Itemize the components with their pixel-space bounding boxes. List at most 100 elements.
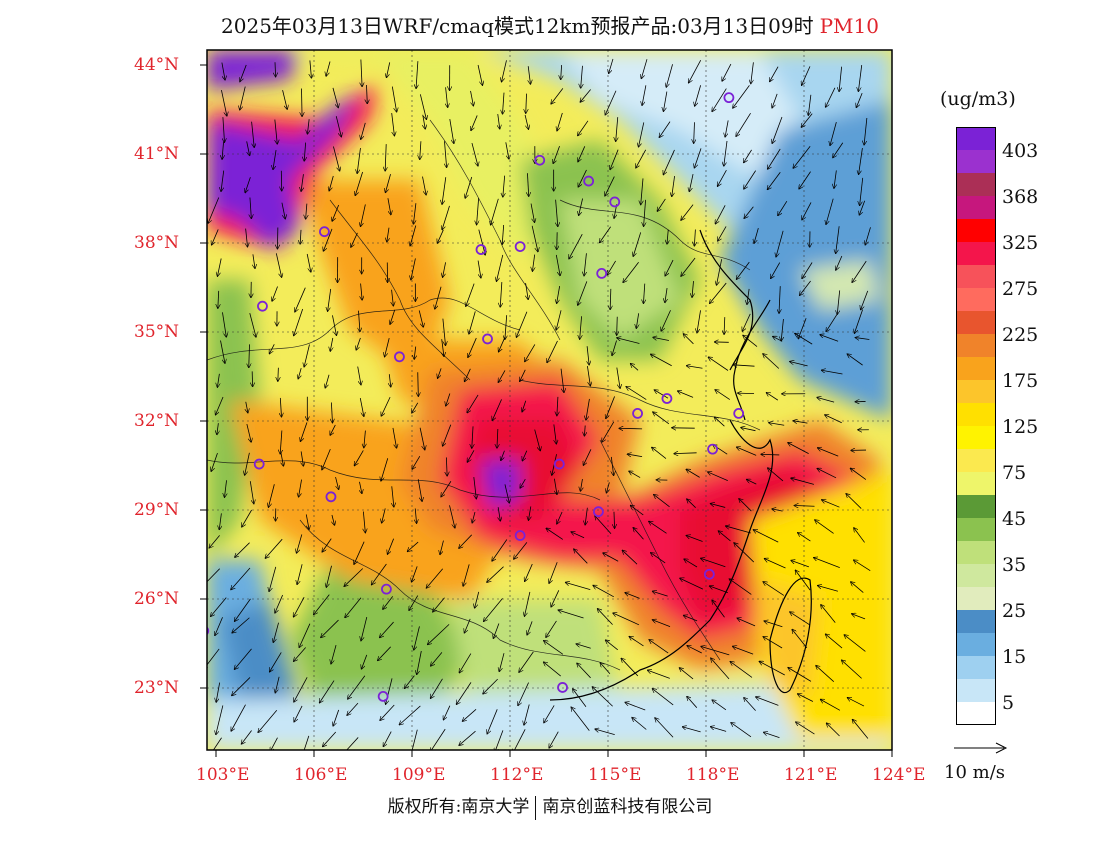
colorbar-swatch xyxy=(956,656,996,679)
wind-arrow xyxy=(659,121,671,138)
wind-arrow xyxy=(520,479,526,488)
wind-arrow xyxy=(412,402,419,413)
wind-arrow xyxy=(361,204,366,226)
station-marker xyxy=(723,92,735,104)
wind-arrow xyxy=(733,85,750,107)
wind-arrow xyxy=(744,206,754,218)
wind-arrow xyxy=(836,255,843,270)
wind-arrow xyxy=(788,668,812,682)
wind-arrow xyxy=(412,566,418,581)
wind-arrow xyxy=(443,424,452,446)
colorbar-swatch xyxy=(956,150,996,173)
wind-arrow xyxy=(526,282,529,299)
wind-arrow xyxy=(672,175,675,196)
wind-arrow xyxy=(606,640,618,651)
wind-arrow xyxy=(300,229,301,244)
wind-arrow xyxy=(306,203,307,219)
wind-arrow xyxy=(577,663,591,679)
wind-arrow xyxy=(330,337,333,351)
wind-arrow xyxy=(240,64,247,82)
wind-arrow xyxy=(763,354,780,369)
wind-arrow xyxy=(497,254,504,281)
pollutant-label: PM10 xyxy=(819,14,879,38)
station-marker xyxy=(609,196,621,208)
wind-arrow xyxy=(225,480,227,497)
colorbar xyxy=(956,127,996,725)
wind-arrow xyxy=(814,558,840,568)
wind-arrow xyxy=(864,117,868,145)
wind-arrow xyxy=(417,479,422,501)
wind-arrow xyxy=(743,335,758,347)
wind-arrow xyxy=(722,63,732,81)
wind-arrow xyxy=(232,617,250,633)
wind-arrow xyxy=(328,288,332,311)
wind-arrow xyxy=(711,504,726,508)
wind-arrow xyxy=(298,367,301,378)
wind-arrow xyxy=(734,543,755,563)
wind-arrow xyxy=(802,66,811,85)
wind-arrow xyxy=(687,366,703,368)
wind-arrow xyxy=(653,620,671,627)
wind-arrow xyxy=(333,709,340,726)
wind-arrow xyxy=(612,340,617,355)
wind-arrow xyxy=(818,448,839,457)
wind-arrow xyxy=(736,112,751,136)
lat-label-35: 35°N xyxy=(134,322,180,342)
wind-arrow xyxy=(739,499,752,512)
wind-arrow xyxy=(387,62,391,77)
wind-arrow xyxy=(465,176,473,198)
lon-label-115: 115°E xyxy=(588,765,642,785)
wind-arrow xyxy=(498,370,506,382)
wind-arrow xyxy=(332,315,336,335)
station-marker xyxy=(707,443,718,455)
wind-arrow xyxy=(553,145,560,163)
wind-arrow xyxy=(463,708,477,721)
wind-arrow xyxy=(459,534,473,548)
wind-arrow xyxy=(654,495,670,508)
wind-arrow xyxy=(715,417,725,427)
wind-arrow xyxy=(790,612,810,626)
wind-arrow xyxy=(566,582,591,591)
colorbar-swatch xyxy=(956,196,996,219)
wind-arrow xyxy=(581,65,583,88)
colorbar-swatch xyxy=(956,426,996,449)
wind-arrow xyxy=(711,727,727,732)
wind-arrow xyxy=(477,198,479,224)
wind-arrow xyxy=(335,116,341,136)
wind-arrow xyxy=(444,141,446,167)
lon-label-121: 121°E xyxy=(784,765,838,785)
lat-label-38: 38°N xyxy=(134,233,180,253)
station-marker xyxy=(534,154,546,166)
wind-arrow xyxy=(611,456,613,475)
wind-arrow xyxy=(834,170,836,188)
wind-arrow xyxy=(381,458,389,481)
wind-arrow xyxy=(595,516,612,535)
wind-arrow xyxy=(383,731,392,747)
wind-arrow xyxy=(686,469,700,478)
wind-arrow xyxy=(584,253,586,275)
wind-arrow xyxy=(605,176,615,196)
wind-arrow xyxy=(613,613,640,626)
wind-arrow xyxy=(268,484,275,507)
wind-arrow xyxy=(636,149,647,168)
wind-arrow xyxy=(354,541,365,564)
wind-arrow xyxy=(695,85,702,106)
wind-arrow xyxy=(799,171,811,189)
wind-arrow xyxy=(753,530,779,543)
wind-arrow xyxy=(558,610,584,619)
wind-arrow xyxy=(710,282,727,303)
colorbar-label: 403 xyxy=(1002,140,1039,162)
wind-arrow xyxy=(422,176,427,195)
colorbar-swatch xyxy=(956,334,996,357)
wind-arrow xyxy=(478,229,485,255)
wind-arrow xyxy=(652,447,667,459)
wind-arrow xyxy=(442,339,444,356)
wind-arrow xyxy=(747,480,757,485)
wind-arrow xyxy=(347,702,359,715)
wind-arrow xyxy=(272,286,278,301)
wind-arrow xyxy=(684,615,698,622)
wind-reference-arrow xyxy=(954,742,1008,754)
wind-arrow xyxy=(852,614,866,620)
wind-arrow xyxy=(839,66,843,92)
